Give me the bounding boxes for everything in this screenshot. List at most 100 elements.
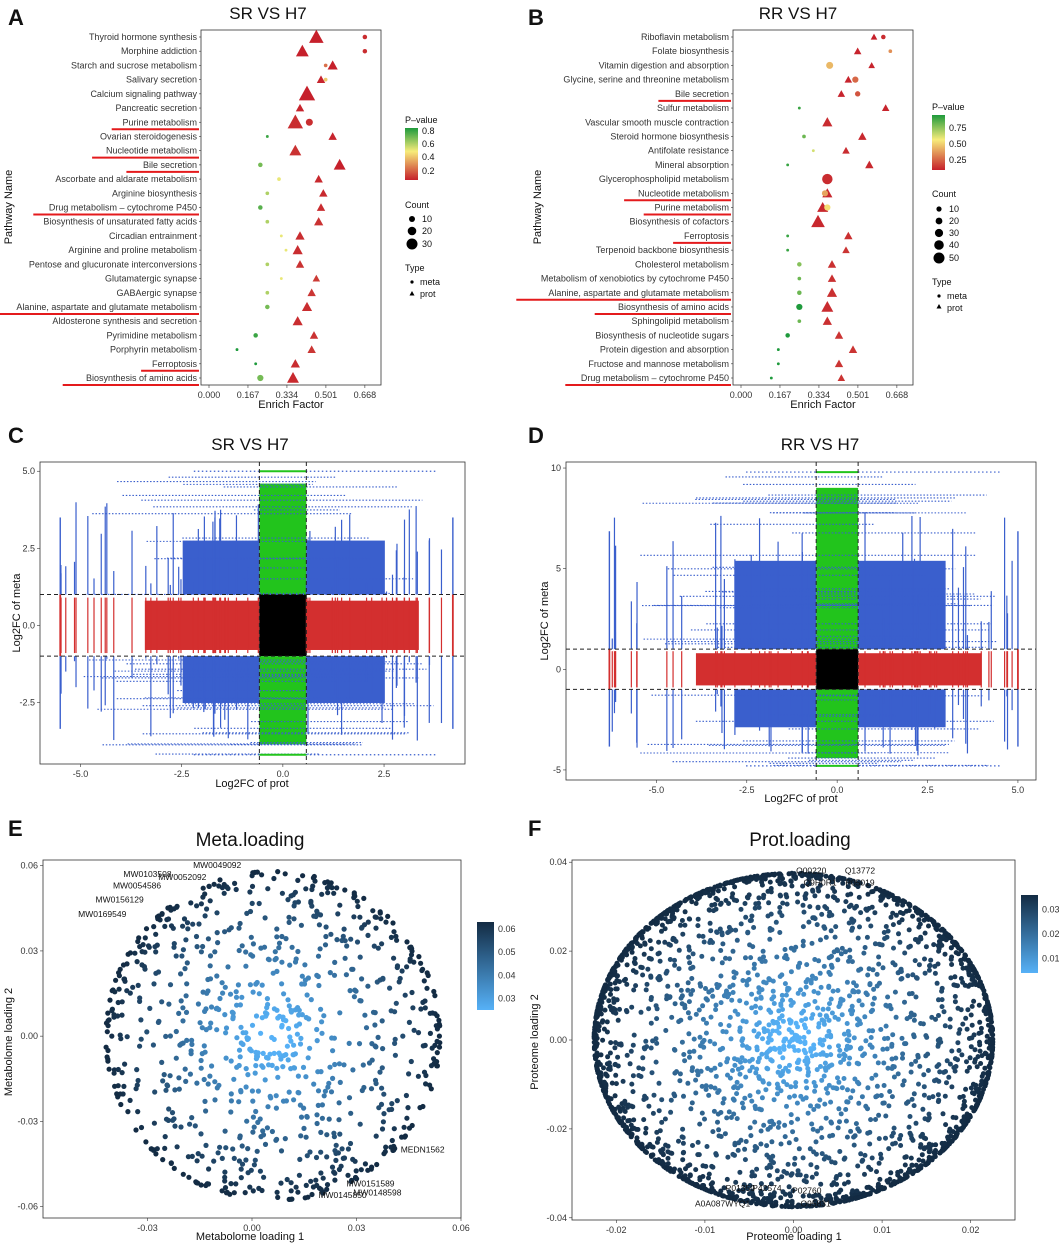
loading-point [394,1098,400,1104]
loading-point [662,1116,668,1122]
loading-point [199,1153,205,1159]
loading-point [773,919,779,925]
panel-b-type-meta-key [937,294,941,298]
loading-point [780,1189,786,1195]
loading-point [890,1130,896,1136]
loading-point [845,884,851,890]
loading-point [240,1041,246,1047]
loading-point [651,1092,657,1098]
loading-point [872,1053,878,1059]
prot-triangle-point [292,245,303,255]
loading-point [105,1010,111,1016]
loading-point [752,905,758,911]
loading-point [913,906,919,911]
loading-point [832,1160,838,1166]
loading-point [809,1174,815,1180]
loading-point [315,953,322,959]
loading-point [764,1152,770,1158]
loading-point [814,1067,820,1073]
loading-point [779,1203,785,1209]
loading-point [286,1089,292,1095]
loading-point [914,937,920,943]
loading-point [707,893,713,899]
loading-point [327,970,333,976]
loading-point [297,1156,303,1162]
loading-point [222,1174,228,1180]
loading-point [406,1019,412,1025]
loading-point [223,1055,229,1061]
loading-point [747,1068,753,1074]
loading-point [710,1129,716,1135]
loading-point [983,1081,989,1086]
loading-point [978,1030,984,1035]
loading-point [978,1094,984,1100]
loading-point [967,1055,973,1061]
panel-e: E Meta.loading MW0049092MW0103508MW00520… [3,816,516,1243]
loading-point [685,1010,691,1016]
loading-point [793,876,798,881]
loading-point [135,982,141,989]
loading-point [262,1010,269,1016]
y-tick-label: 0.02 [549,946,567,956]
panel-b-title: RR VS H7 [759,4,837,23]
loading-point [737,1025,743,1031]
panel-a-plot-frame [200,29,382,386]
loading-point [884,1046,890,1052]
loading-point [187,1121,193,1127]
loading-point [686,1031,692,1037]
loading-point [735,1066,741,1072]
loading-point [206,1166,212,1172]
loading-point [806,877,812,883]
loading-point [222,1012,228,1018]
prot-triangle-point [287,114,304,129]
loading-point [846,1197,852,1203]
loading-point [640,1055,646,1061]
loading-point [964,1114,970,1120]
loading-point [835,897,840,903]
loading-point [276,1050,282,1056]
loading-point [247,982,253,988]
panel-b-count-key [934,228,944,238]
loading-point [858,1151,864,1157]
loading-point [795,899,801,905]
loading-point [243,949,249,955]
loading-point [112,989,118,995]
loading-point [749,913,755,919]
panel-b-pvalue-tick: 0.75 [949,123,967,133]
loading-point [329,1035,335,1041]
loading-point [280,1014,286,1020]
loading-point [698,1068,704,1074]
loading-point [628,1103,634,1109]
loading-point [602,982,608,988]
loading-point [142,935,148,941]
loading-point [836,1079,842,1085]
loading-point [834,947,840,953]
loading-point [703,1030,709,1036]
loading-point [308,997,314,1003]
panel-c-x-title: Log2FC of prot [215,778,288,790]
x-tick-label: -0.02 [606,1225,627,1235]
loading-point [889,1041,895,1047]
loading-point [245,1072,251,1078]
loading-point [817,970,823,976]
x-tick-label: -2.5 [739,785,755,795]
loading-point [702,890,708,896]
loading-point [795,1168,801,1174]
loading-point [926,967,932,973]
loading-point [332,1170,338,1176]
loading-point [788,1112,794,1118]
loading-point [885,928,891,934]
loading-point [274,1189,280,1195]
loading-point [963,1086,969,1092]
prot-triangle-point [827,274,837,282]
meta-circle-point [797,319,802,324]
loading-point [358,1167,364,1173]
loading-point [379,1085,385,1091]
loading-point [154,1146,160,1152]
pathway-label: Folate biosynthesis [652,46,730,56]
loading-point [273,1105,279,1111]
loading-point [125,1109,131,1115]
loading-point [776,1030,782,1036]
